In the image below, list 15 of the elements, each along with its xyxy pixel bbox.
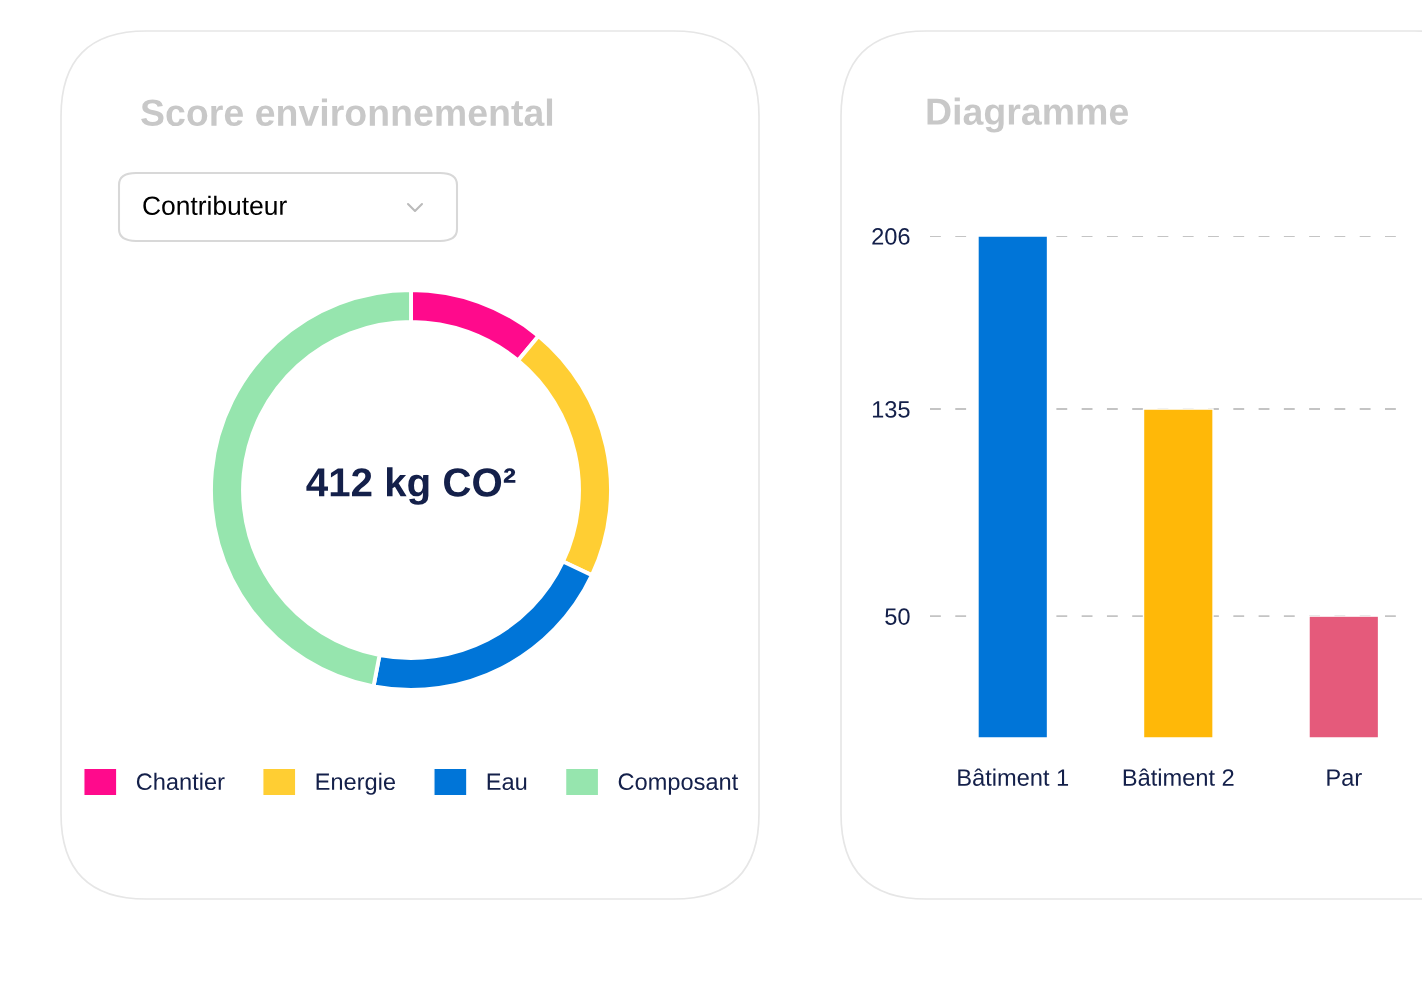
y-tick-label: 206 (872, 228, 910, 245)
y-tick-label: 135 (872, 401, 910, 418)
x-tick-label: Bâtiment 2 (1123, 768, 1234, 786)
bar (977, 236, 1049, 738)
legend-label: Composant (618, 773, 739, 795)
legend-label: Eau (487, 773, 527, 791)
legend-label: Chantier (136, 772, 225, 791)
x-tick-label: Par (1327, 769, 1362, 786)
x-tick-label: Bâtiment 1 (958, 768, 1069, 786)
text: Contributeur (143, 195, 287, 216)
y-tick-label: 50 (885, 608, 910, 625)
bar (1308, 615, 1380, 738)
text: 412 kg CO² (306, 467, 516, 505)
legend-label: Energie (316, 772, 395, 795)
bar (1142, 408, 1214, 738)
